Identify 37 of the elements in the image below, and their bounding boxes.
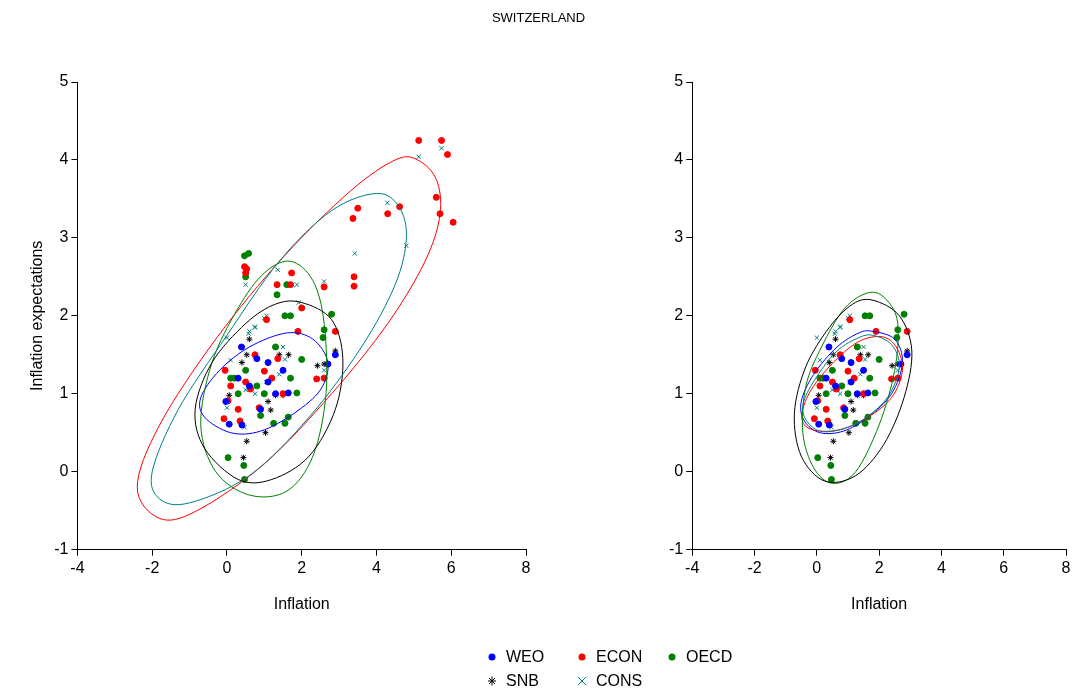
x-tick-label: 4 xyxy=(372,558,382,576)
y-tick-label: 5 xyxy=(674,72,684,90)
chart-title: SWITZERLAND xyxy=(490,10,587,25)
legend-label: WEO xyxy=(506,648,545,666)
x-tick-label: -2 xyxy=(145,558,160,576)
y-tick-label: 4 xyxy=(674,150,684,168)
y-tick-label: 4 xyxy=(59,150,69,168)
y-tick-label: 2 xyxy=(59,306,69,324)
x-tick-label: 2 xyxy=(297,558,307,576)
y-axis-title: Inflation expectations xyxy=(28,240,46,391)
x-tick-label: -4 xyxy=(685,558,700,576)
y-tick-label: 3 xyxy=(674,228,684,246)
legend-label: OECD xyxy=(686,648,733,666)
x-tick-label: 4 xyxy=(936,558,946,576)
legend-label: ECON xyxy=(596,648,643,666)
legend-label: CONS xyxy=(596,672,643,690)
y-tick-label: 0 xyxy=(59,462,69,480)
y-tick-label: 3 xyxy=(59,228,69,246)
y-tick-label: 0 xyxy=(674,462,684,480)
x-axis-title: Inflation xyxy=(273,594,330,612)
x-tick-label: 6 xyxy=(446,558,456,576)
x-axis-title: Inflation xyxy=(851,594,908,612)
legend-label: SNB xyxy=(506,672,539,690)
y-tick-label: -1 xyxy=(668,540,684,558)
y-tick-label: 1 xyxy=(674,384,684,402)
x-tick-label: -4 xyxy=(70,558,85,576)
x-tick-label: 6 xyxy=(999,558,1009,576)
y-tick-label: 2 xyxy=(674,306,684,324)
y-tick-label: 5 xyxy=(59,72,69,90)
y-tick-label: 1 xyxy=(59,384,69,402)
y-tick-label: -1 xyxy=(54,540,69,558)
x-tick-label: -2 xyxy=(747,558,762,576)
x-tick-label: 8 xyxy=(521,558,531,576)
x-tick-label: 0 xyxy=(222,558,232,576)
x-tick-label: 2 xyxy=(874,558,884,576)
x-tick-label: 8 xyxy=(1061,558,1071,576)
x-tick-label: 0 xyxy=(812,558,822,576)
